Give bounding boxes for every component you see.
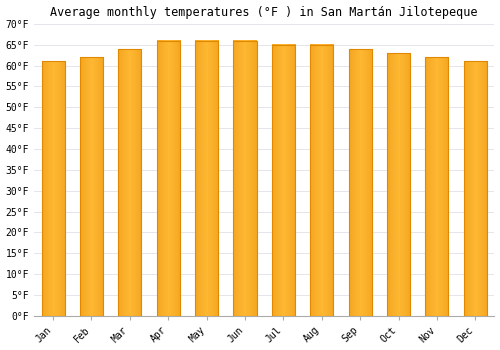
Bar bbox=[348, 49, 372, 316]
Bar bbox=[348, 49, 372, 316]
Bar bbox=[272, 45, 295, 316]
Bar bbox=[234, 41, 256, 316]
Bar bbox=[426, 57, 448, 316]
Bar bbox=[42, 62, 64, 316]
Bar bbox=[156, 41, 180, 316]
Bar bbox=[195, 41, 218, 316]
Title: Average monthly temperatures (°F ) in San Martán Jilotepeque: Average monthly temperatures (°F ) in Sa… bbox=[50, 6, 478, 19]
Bar bbox=[118, 49, 142, 316]
Bar bbox=[464, 62, 487, 316]
Bar bbox=[387, 53, 410, 316]
Bar bbox=[310, 45, 334, 316]
Bar bbox=[195, 41, 218, 316]
Bar bbox=[234, 41, 256, 316]
Bar bbox=[80, 57, 103, 316]
Bar bbox=[80, 57, 103, 316]
Bar bbox=[464, 62, 487, 316]
Bar bbox=[310, 45, 334, 316]
Bar bbox=[387, 53, 410, 316]
Bar bbox=[272, 45, 295, 316]
Bar bbox=[118, 49, 142, 316]
Bar bbox=[156, 41, 180, 316]
Bar bbox=[426, 57, 448, 316]
Bar bbox=[42, 62, 64, 316]
